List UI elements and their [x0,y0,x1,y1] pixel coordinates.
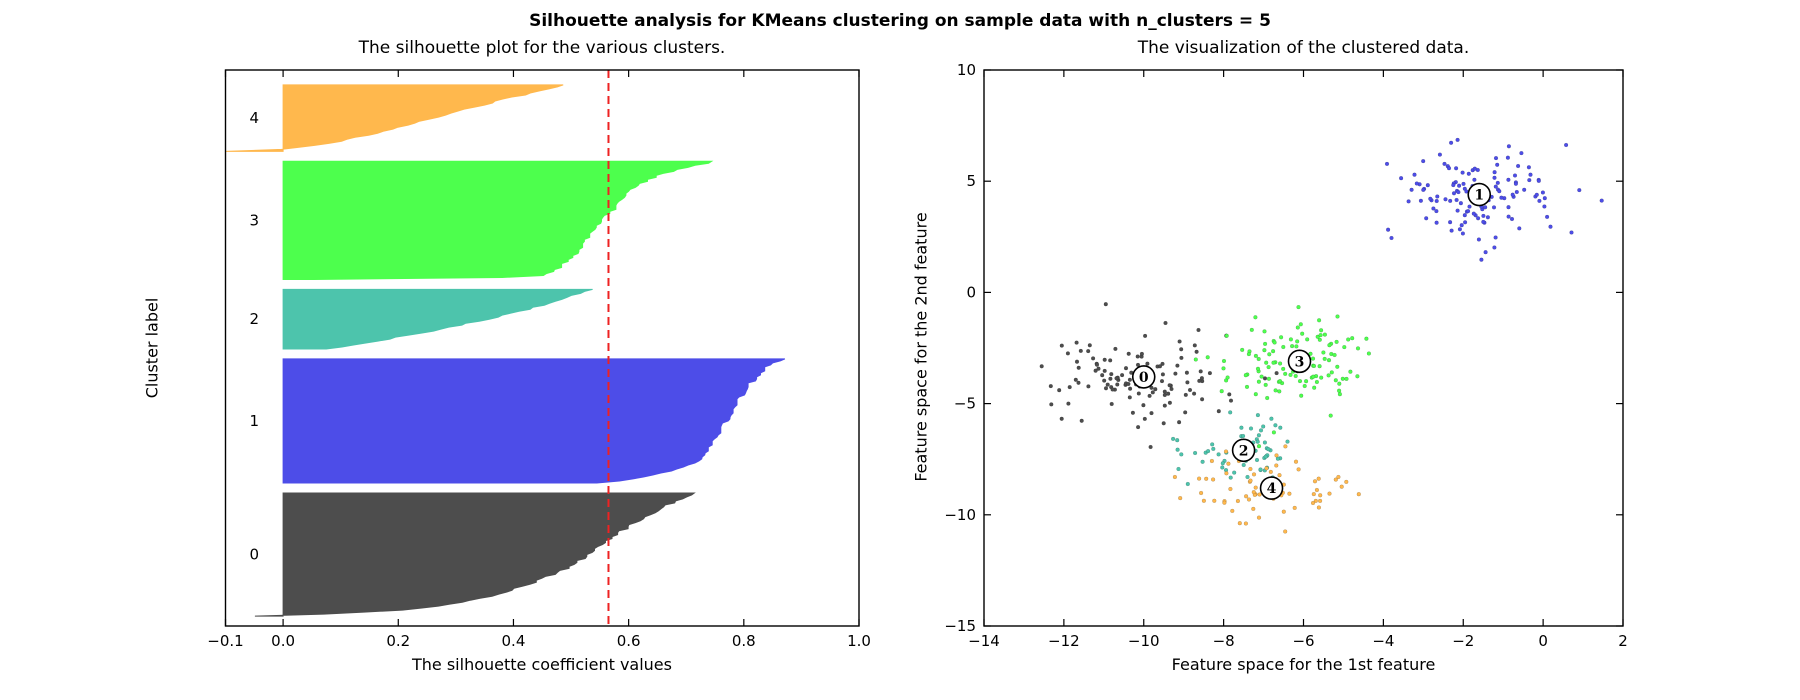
scatter-cluster-3 [1193,304,1372,449]
x-tick-label: 0 [1538,632,1548,650]
silhouette-axes-frame [224,69,860,627]
silhouette-axes: 0 1 2 3 4 −0.1 0.0 0.2 0.4 0.6 0.8 1.0 [207,69,871,650]
scatter-axes: 0 1 2 3 4 −14 −12 −10 −8 −6 −4 −2 0 2 10 5 0 −5 −10 −15 [944,61,1627,650]
x-tick-label: −6 [1292,632,1314,650]
x-tick-label: 1.0 [847,632,871,650]
silhouette-plot-title: The silhouette plot for the various clus… [358,38,726,58]
cluster-center-number: 0 [1139,370,1149,386]
scatter-yaxis-label: Feature space for the 2nd feature [911,212,931,482]
x-tick-label: −12 [1048,632,1080,650]
x-tick-label: 0.2 [386,632,410,650]
figure-suptitle: Silhouette analysis for KMeans clusterin… [529,11,1271,31]
cluster-center-marker-2: 2 [1231,438,1256,463]
silhouette-cluster-label-3: 3 [250,211,260,229]
silhouette-cluster-label-0: 0 [250,546,260,564]
silhouette-band-cluster-2 [282,288,593,350]
y-tick-label: −15 [944,617,976,635]
scatter-xaxis-label: Feature space for the 1st feature [1171,655,1436,674]
silhouette-cluster-label-2: 2 [250,310,260,328]
x-tick-label: 2 [1618,632,1628,650]
x-tick-label: 0.4 [502,632,526,650]
scatter-cluster-1 [1384,137,1604,262]
x-tick-label: −14 [968,632,1000,650]
silhouette-cluster-label-4: 4 [250,109,260,127]
x-tick-label: −8 [1213,632,1235,650]
x-tick-label: −4 [1372,632,1394,650]
cluster-center-marker-0: 0 [1131,365,1156,389]
y-tick-label: −5 [954,395,976,413]
cluster-center-number: 1 [1474,188,1484,204]
cluster-center-marker-3: 3 [1287,349,1312,374]
silhouette-xaxis-label: The silhouette coefficient values [412,655,672,674]
x-tick-label: 0.6 [617,632,641,650]
scatter-plot-title: The visualization of the clustered data. [1137,38,1470,58]
cluster-center-number: 3 [1295,354,1305,370]
scatter-axes-frame [983,69,1624,627]
scatter-cluster-2 [1170,410,1290,487]
x-tick-label: 0.8 [732,632,756,650]
silhouette-band-cluster-0 [254,492,696,617]
silhouette-band-cluster-3 [282,160,714,280]
scatter-cluster-4 [1172,444,1361,534]
y-tick-label: 0 [966,283,976,301]
x-tick-label: −2 [1452,632,1474,650]
y-tick-label: 5 [966,172,976,190]
y-tick-label: −10 [944,506,976,524]
x-tick-label: −10 [1128,632,1160,650]
cluster-center-number: 2 [1239,443,1249,459]
x-tick-label: −0.1 [207,632,243,650]
y-tick-label: 10 [957,61,976,79]
silhouette-band-cluster-1 [282,358,786,484]
cluster-center-marker-1: 1 [1467,182,1492,207]
cluster-center-number: 4 [1267,481,1277,497]
silhouette-cluster-label-1: 1 [250,412,260,430]
silhouette-band-cluster-4 [225,84,564,152]
silhouette-yaxis-label: Cluster label [142,297,162,399]
cluster-center-marker-4: 4 [1259,476,1284,500]
x-tick-label: 0.0 [271,632,295,650]
